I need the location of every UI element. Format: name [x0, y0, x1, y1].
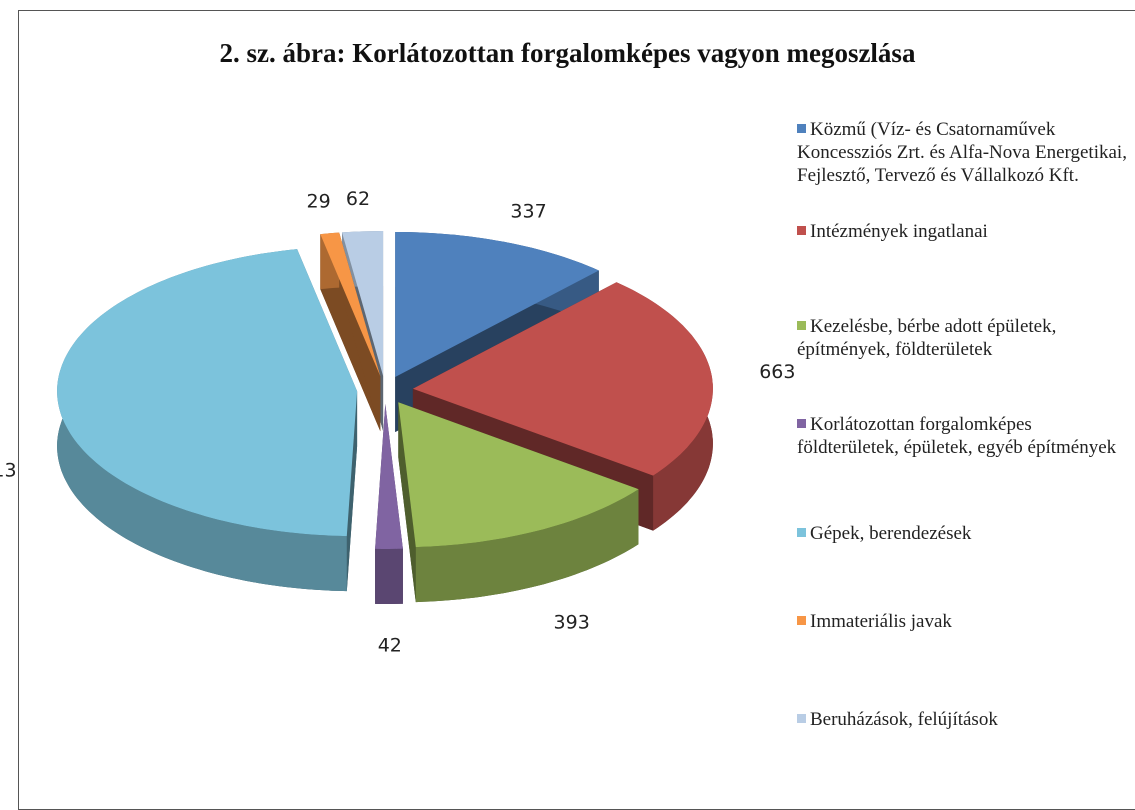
legend-entry: Kezelésbe, bérbe adott épületek, építmén… — [797, 315, 1135, 361]
slice-face — [398, 402, 416, 603]
legend-entry: Immateriális javak — [797, 610, 1135, 633]
slice-face — [346, 391, 358, 592]
slice-face — [412, 282, 713, 476]
slice-face — [375, 548, 403, 604]
legend-swatch — [797, 528, 806, 537]
legend-swatch — [797, 714, 806, 723]
pie-slice — [57, 249, 358, 592]
data-label: 393 — [554, 612, 590, 634]
legend-swatch — [797, 321, 806, 330]
legend-label: Gépek, berendezések — [810, 523, 972, 544]
slice-face — [415, 489, 639, 603]
legend-entry: Intézmények ingatlanai — [797, 220, 1135, 243]
slice-face — [375, 404, 403, 549]
slice-face — [398, 402, 639, 548]
data-label: 337 — [510, 201, 546, 223]
pie-slice — [398, 402, 639, 603]
legend-label: Kezelésbe, bérbe adott épületek, építmén… — [797, 316, 1057, 360]
legend-label: Immateriális javak — [810, 611, 952, 632]
legend-label: Intézmények ingatlanai — [810, 221, 988, 242]
legend-label: Beruházások, felújítások — [810, 709, 998, 730]
legend-label: Közmű (Víz- és Csatornaművek Koncessziós… — [797, 119, 1127, 186]
legend-entry: Közmű (Víz- és Csatornaművek Koncessziós… — [797, 118, 1135, 187]
legend-swatch — [797, 616, 806, 625]
legend-entry: Beruházások, felújítások — [797, 708, 1135, 731]
data-label: 29 — [307, 190, 331, 212]
slice-face — [395, 232, 599, 377]
pie-slice — [375, 404, 403, 604]
pie-slice — [320, 232, 381, 432]
legend-entry: Korlátozottan forgalomképes földterülete… — [797, 413, 1135, 459]
legend-swatch — [797, 419, 806, 428]
slice-face — [320, 232, 381, 377]
data-label: 62 — [346, 188, 370, 210]
chart-title: 2. sz. ábra: Korlátozottan forgalomképes… — [219, 38, 916, 68]
legend-swatch — [797, 124, 806, 133]
legend-swatch — [797, 226, 806, 235]
data-label: 663 — [759, 361, 795, 383]
legend-entry: Gépek, berendezések — [797, 522, 1135, 545]
data-label: 42 — [378, 634, 402, 656]
slice-face — [342, 231, 384, 376]
legend-label: Korlátozottan forgalomképes földterülete… — [797, 414, 1117, 458]
data-label: 1313 — [0, 459, 17, 481]
slice-face — [57, 249, 358, 537]
